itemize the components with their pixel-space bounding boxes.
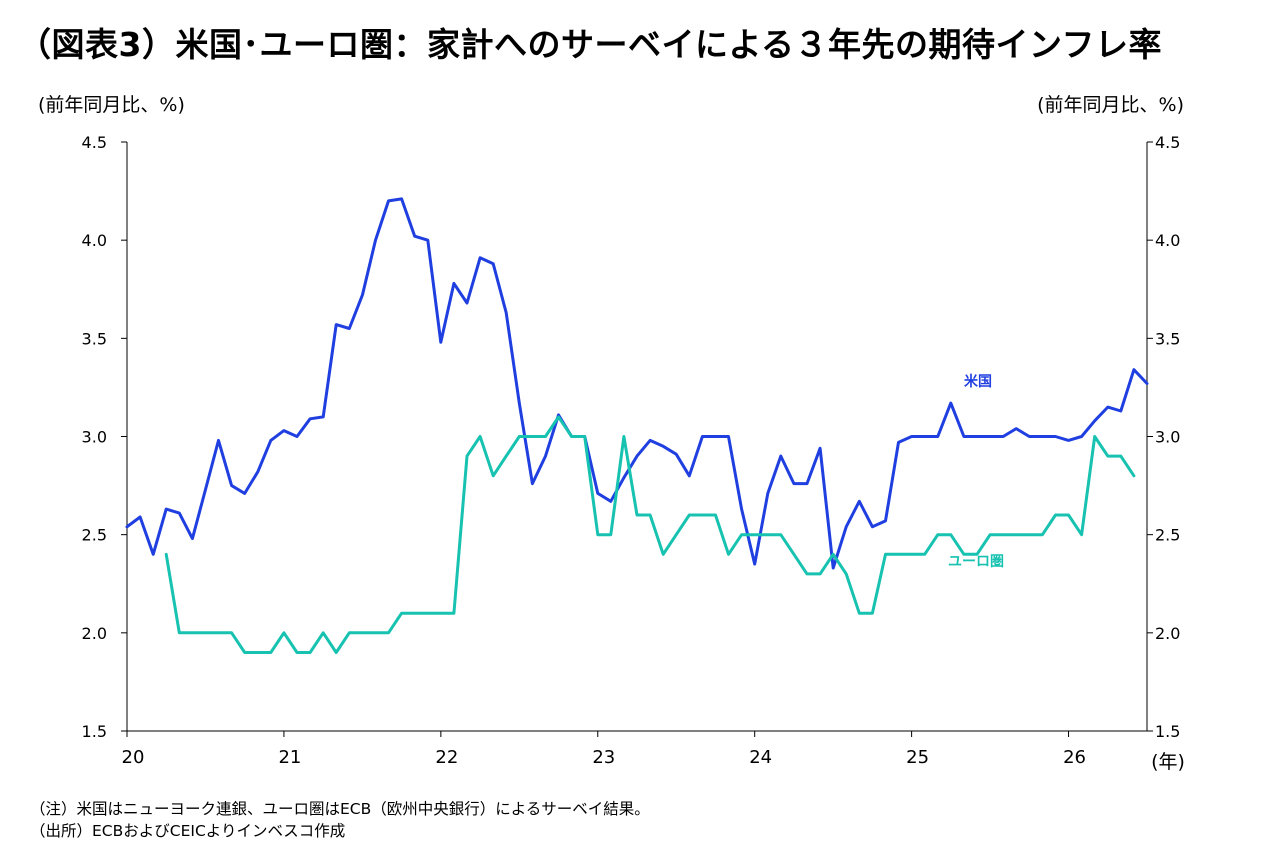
series-line-us bbox=[125, 197, 1149, 570]
left-y-tick-label: 1.5 bbox=[82, 722, 107, 741]
chart-title: （図表3）米国･ユーロ圏：家計へのサーベイによる３年先の期待インフレ率 bbox=[18, 25, 1162, 64]
left-y-tick-label: 3.5 bbox=[82, 329, 107, 348]
right-y-tick-label: 4.0 bbox=[1155, 231, 1180, 250]
series-label-euro: ユーロ圏 bbox=[948, 554, 1004, 570]
series-label-us: 米国 bbox=[964, 373, 992, 390]
x-tick-label: 23 bbox=[592, 747, 615, 768]
footnote-note: （注）米国はニューヨーク連銀、ユーロ圏はECB（欧州中央銀行）によるサーベイ結果… bbox=[30, 800, 650, 818]
left-y-tick-label: 2.5 bbox=[82, 526, 107, 545]
right-y-tick-label: 3.0 bbox=[1155, 428, 1180, 447]
x-tick-label: 26 bbox=[1063, 747, 1086, 768]
right-y-tick-label: 3.5 bbox=[1155, 329, 1180, 348]
right-y-tick-label: 1.5 bbox=[1155, 722, 1180, 741]
right-y-tick-label: 4.5 bbox=[1155, 133, 1180, 152]
x-tick-label: 25 bbox=[906, 747, 929, 768]
left-axis-unit: (前年同月比、%) bbox=[38, 94, 185, 116]
series-line-euro bbox=[164, 415, 1136, 654]
left-y-tick-label: 2.0 bbox=[82, 624, 107, 643]
x-tick-label: 24 bbox=[749, 747, 772, 768]
left-y-tick-label: 4.0 bbox=[82, 231, 107, 250]
right-y-tick-label: 2.5 bbox=[1155, 526, 1180, 545]
axes: 4.5 4.5 4.0 4.0 3.5 3.5 3.0 3.0 2.5 2.5 2.0 2.0 1.5 1… bbox=[82, 133, 1181, 768]
x-tick-label: 22 bbox=[435, 747, 458, 768]
right-y-tick-label: 2.0 bbox=[1155, 624, 1180, 643]
series-lines bbox=[125, 197, 1149, 654]
left-y-tick-label: 4.5 bbox=[82, 133, 107, 152]
x-tick-label: 21 bbox=[278, 747, 301, 768]
x-tick-label: 20 bbox=[122, 747, 145, 768]
footnotes: （注）米国はニューヨーク連銀、ユーロ圏はECB（欧州中央銀行）によるサーベイ結果… bbox=[30, 798, 650, 842]
right-axis-unit: (前年同月比、%) bbox=[1037, 94, 1184, 116]
x-axis-unit: (年) bbox=[1151, 751, 1185, 773]
left-y-tick-label: 3.0 bbox=[82, 428, 107, 447]
footnote-source: （出所）ECBおよびCEICよりインベスコ作成 bbox=[30, 822, 346, 840]
